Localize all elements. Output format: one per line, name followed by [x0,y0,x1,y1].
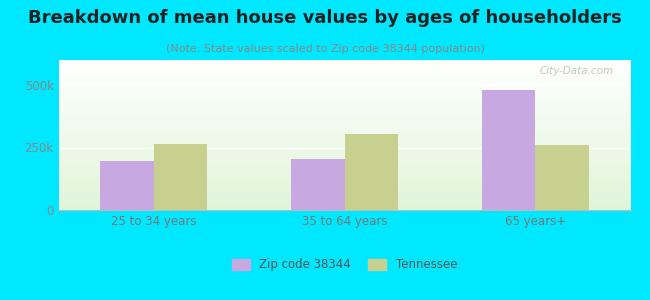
Bar [482,90,535,210]
Text: (Note: State values scaled to Zip code 38344 population): (Note: State values scaled to Zip code 3… [166,44,484,53]
Legend: Zip code 38344, Tennessee: Zip code 38344, Tennessee [227,254,462,276]
Bar [154,144,207,210]
Bar [101,161,154,210]
Text: City-Data.com: City-Data.com [540,66,614,76]
Bar [291,159,344,210]
Bar [535,145,588,210]
Text: Breakdown of mean house values by ages of householders: Breakdown of mean house values by ages o… [28,9,622,27]
Bar [344,134,398,210]
